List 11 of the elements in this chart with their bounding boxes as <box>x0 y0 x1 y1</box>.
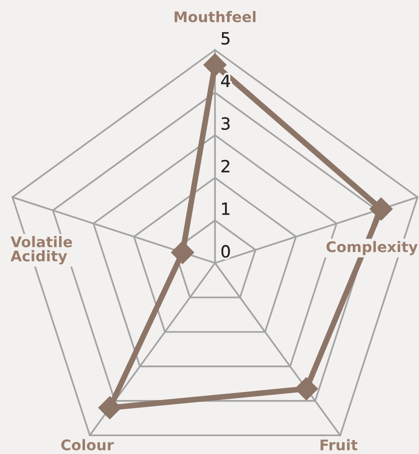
y-tick-label: 4 <box>221 74 230 88</box>
y-tick-label: 3 <box>222 117 230 130</box>
spoke-label: Complexity <box>326 240 418 256</box>
spoke-label: Colour <box>61 439 114 450</box>
y-tick-label: 1 <box>222 202 230 215</box>
y-tick-label: 2 <box>222 160 230 172</box>
spoke-label: Volatile Acidity <box>10 236 72 264</box>
y-tick-label: 5 <box>222 32 230 45</box>
y-tick-label: 0 <box>221 245 230 258</box>
spoke-label: Mouthfeel <box>174 10 256 22</box>
spoke-label: Fruit <box>320 439 358 450</box>
